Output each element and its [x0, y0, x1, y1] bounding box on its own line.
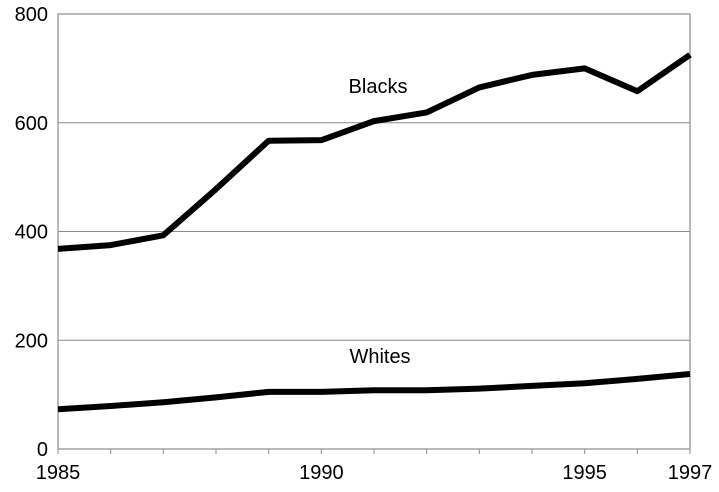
- x-tick-label-1995: 1995: [562, 462, 607, 484]
- series-line-whites: [57, 370, 691, 413]
- y-tick-label-400: 400: [15, 222, 48, 244]
- x-tick-label-1985: 1985: [36, 462, 81, 484]
- x-tick-label-1990: 1990: [299, 462, 344, 484]
- y-tick-label-200: 200: [15, 330, 48, 352]
- x-axis-tick-labels: 1985 1990 1995 1997: [36, 462, 713, 484]
- series-lines: [57, 52, 692, 413]
- y-tick-label-800: 800: [15, 4, 48, 26]
- series-line-blacks: [57, 52, 692, 252]
- y-tick-label-600: 600: [15, 113, 48, 135]
- series-labels: Blacks Whites: [349, 76, 411, 368]
- x-tick-label-1997: 1997: [668, 462, 713, 484]
- series-label-blacks: Blacks: [349, 76, 408, 98]
- y-tick-label-0: 0: [37, 439, 48, 461]
- series-label-whites: Whites: [349, 346, 410, 368]
- y-axis-tick-labels: 0 200 400 600 800: [15, 4, 48, 461]
